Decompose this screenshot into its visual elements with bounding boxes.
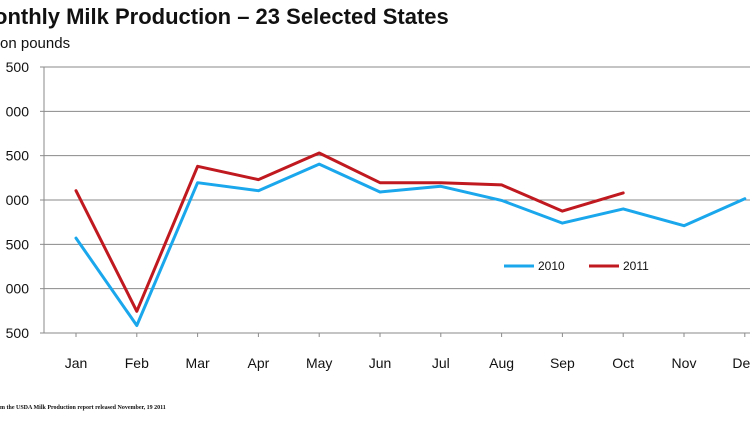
x-tick-label: Sep	[550, 355, 575, 371]
source-footnote: m the USDA Milk Production report releas…	[0, 405, 166, 411]
y-tick-label: 000	[6, 192, 30, 208]
y-tick-label: 500	[6, 236, 30, 252]
x-tick-label: Nov	[672, 355, 697, 371]
legend-label-2011: 2011	[623, 259, 649, 273]
x-tick-label: Feb	[125, 355, 149, 371]
x-tick-label: Aug	[489, 355, 514, 371]
series-line-2010	[74, 162, 747, 327]
y-axis-unit-label: on pounds	[0, 35, 71, 52]
y-tick-labels: 500 000 500 000 500 000 500	[6, 59, 30, 341]
legend: 2010 2011	[504, 259, 649, 273]
y-tick-label: 500	[6, 59, 30, 75]
x-tick-label: May	[306, 355, 332, 371]
y-tick-label: 000	[6, 103, 30, 119]
x-tick-label: Dec	[732, 355, 750, 371]
y-tick-label: 500	[6, 148, 30, 164]
x-tick-label: Jul	[432, 355, 450, 371]
x-tick-label: Apr	[248, 355, 270, 371]
x-tick-label: Jun	[369, 355, 392, 371]
chart-title: onthly Milk Production – 23 Selected Sta…	[0, 4, 449, 29]
y-tick-label: 000	[6, 281, 30, 297]
series-line-2011	[74, 151, 625, 313]
series-lines	[74, 151, 747, 327]
axes	[40, 66, 750, 337]
legend-label-2010: 2010	[538, 259, 565, 273]
x-tick-label: Jan	[65, 355, 88, 371]
y-tick-label: 500	[6, 325, 30, 341]
x-tick-label: Oct	[612, 355, 634, 371]
x-tick-labels: Jan Feb Mar Apr May Jun Jul Aug Sep Oct Nov Dec	[65, 355, 750, 371]
x-tick-label: Mar	[186, 355, 210, 371]
